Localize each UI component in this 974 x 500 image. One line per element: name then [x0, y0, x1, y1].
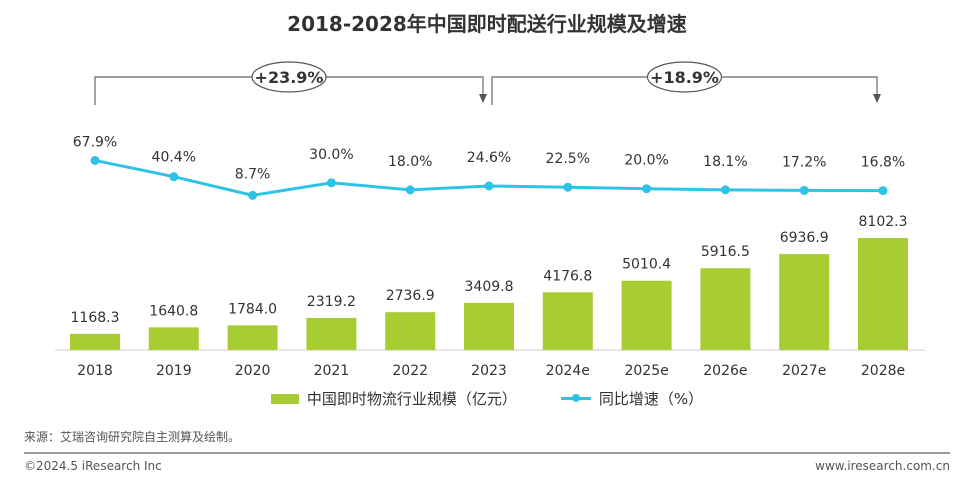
x-tick-label: 2023 — [471, 363, 507, 379]
bar-value-label: 1640.8 — [149, 303, 198, 319]
line-point — [326, 178, 336, 188]
bar-value-label: 4176.8 — [543, 268, 592, 284]
line-value-label: 67.9% — [73, 134, 117, 150]
bar — [858, 238, 908, 350]
bar — [779, 254, 830, 350]
x-tick-label: 2026e — [703, 363, 747, 379]
line-value-label: 16.8% — [861, 155, 905, 171]
line-point — [248, 190, 258, 200]
cagr-label: +23.9% — [255, 68, 324, 87]
x-tick-label: 2027e — [782, 363, 826, 379]
website: www.iresearch.com.cn — [815, 459, 950, 473]
x-tick-label: 2019 — [156, 363, 192, 379]
legend-label-bar: 中国即时物流行业规模（亿元） — [306, 390, 517, 408]
legend-swatch-bar — [270, 393, 299, 404]
bar-value-label: 1168.3 — [71, 310, 120, 326]
legend-label-line: 同比增速（%） — [598, 390, 704, 408]
source-note: 来源：艾瑞咨询研究院自主测算及绘制。 — [24, 430, 241, 444]
line-point — [169, 172, 179, 182]
bar-value-label: 1784.0 — [228, 301, 277, 317]
line-value-label: 8.7% — [235, 166, 271, 182]
line-value-label: 18.1% — [703, 154, 747, 170]
chart-title: 2018-2028年中国即时配送行业规模及增速 — [287, 12, 687, 36]
x-tick-label: 2025e — [624, 363, 668, 379]
annotation-ellipse — [251, 61, 327, 93]
x-tick-label: 2021 — [314, 363, 350, 379]
legend-swatch-line — [560, 394, 591, 402]
x-tick-label: 2020 — [235, 363, 271, 379]
line-value-label: 18.0% — [388, 154, 432, 170]
line-value-label: 30.0% — [309, 147, 353, 163]
bar-value-label: 6936.9 — [780, 230, 829, 246]
bar-value-label: 8102.3 — [859, 214, 908, 230]
bar — [542, 292, 593, 350]
line-point — [563, 182, 573, 192]
bar — [700, 268, 751, 350]
bar-value-label: 2736.9 — [386, 288, 435, 304]
x-tick-label: 2024e — [546, 363, 590, 379]
bar-value-label: 5010.4 — [622, 257, 671, 273]
bar — [306, 317, 357, 350]
annotation-ellipse — [646, 61, 723, 93]
line-point — [878, 186, 888, 196]
annotation-arrow — [873, 94, 881, 103]
bar — [621, 280, 672, 350]
line-value-label: 24.6% — [467, 150, 511, 166]
line-point — [799, 185, 809, 195]
bar-value-label: 5916.5 — [701, 244, 750, 260]
line-value-label: 40.4% — [152, 150, 196, 166]
line-point — [642, 184, 652, 194]
legend: 中国即时物流行业规模（亿元） 同比增速（%） — [0, 388, 974, 409]
footer-divider — [24, 452, 950, 454]
bar — [385, 312, 436, 350]
copyright: ©2024.5 iResearch Inc — [24, 459, 162, 473]
line-value-label: 20.0% — [624, 153, 668, 169]
line-point — [90, 155, 100, 165]
x-tick-label: 2028e — [861, 363, 905, 379]
x-tick-label: 2018 — [77, 363, 113, 379]
line-point — [405, 185, 415, 195]
line-point — [484, 181, 494, 191]
x-tick-label: 2022 — [392, 363, 428, 379]
annotation-arrow — [479, 94, 487, 103]
bar-value-label: 2319.2 — [307, 294, 356, 310]
legend-item-bar: 中国即时物流行业规模（亿元） — [270, 388, 517, 409]
line-point — [720, 185, 730, 195]
bar — [464, 302, 514, 350]
line-value-label: 22.5% — [546, 151, 590, 167]
bar — [70, 333, 120, 350]
line-value-label: 17.2% — [782, 154, 826, 170]
legend-item-line: 同比增速（%） — [560, 388, 704, 409]
bar — [148, 327, 199, 350]
bar-value-label: 3409.8 — [465, 279, 514, 295]
cagr-label: +18.9% — [650, 68, 719, 87]
bar — [227, 325, 278, 350]
